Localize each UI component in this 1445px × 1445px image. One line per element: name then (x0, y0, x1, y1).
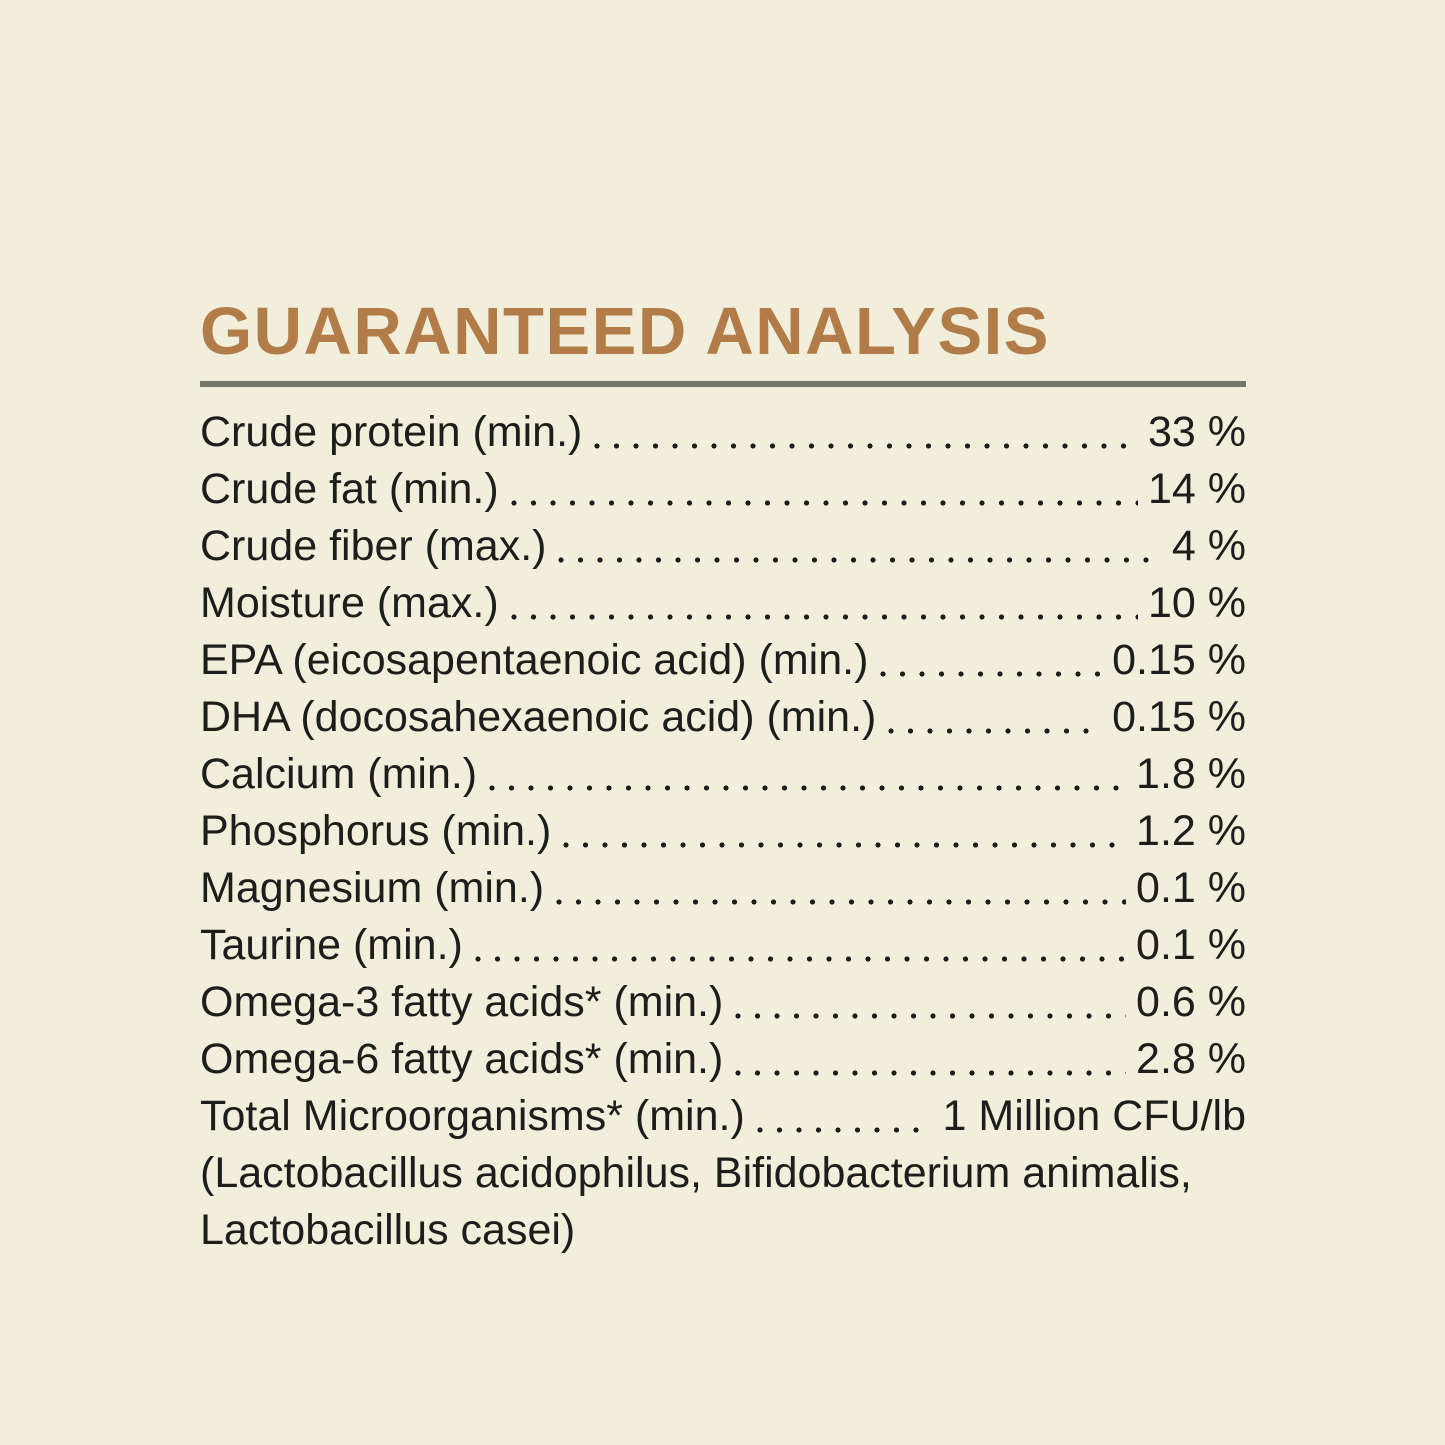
nutrient-label: Omega-3 fatty acids* (min.) (200, 978, 724, 1026)
dot-leader (489, 746, 1127, 803)
analysis-row: Taurine (min.) 0.1 % (200, 917, 1246, 974)
nutrient-label: Crude protein (min.) (200, 408, 583, 456)
guaranteed-analysis-panel: GUARANTEED ANALYSIS Crude protein (min.)… (200, 298, 1246, 1259)
analysis-row: Crude fiber (max.) 4 % (200, 518, 1246, 575)
nutrient-value: 0.1 % (1136, 921, 1246, 969)
analysis-row: Moisture (max.) 10 % (200, 575, 1246, 632)
analysis-row: Calcium (min.) 1.8 % (200, 746, 1246, 803)
analysis-row: Total Microorganisms* (min.) 1 Million C… (200, 1088, 1246, 1145)
dot-leader (756, 1088, 933, 1145)
nutrient-value: 0.1 % (1136, 864, 1246, 912)
nutrient-label: EPA (eicosapentaenoic acid) (min.) (200, 636, 869, 684)
nutrient-label: Omega-6 fatty acids* (min.) (200, 1035, 724, 1083)
dot-leader (558, 518, 1162, 575)
dot-leader (563, 803, 1127, 860)
analysis-row: EPA (eicosapentaenoic acid) (min.) 0.15 … (200, 632, 1246, 689)
dot-leader (880, 632, 1103, 689)
dot-leader (594, 404, 1138, 461)
analysis-row: Crude fat (min.) 14 % (200, 461, 1246, 518)
nutrient-value: 33 % (1147, 408, 1246, 456)
title-divider (200, 381, 1246, 387)
analysis-row: Phosphorus (min.) 1.2 % (200, 803, 1246, 860)
dot-leader (474, 917, 1127, 974)
analysis-row: Magnesium (min.) 0.1 % (200, 860, 1246, 917)
analysis-row: Omega-6 fatty acids* (min.) 2.8 % (200, 1031, 1246, 1088)
dot-leader (735, 1031, 1127, 1088)
footnote-block: (Lactobacillus acidophilus, Bifidobacter… (200, 1145, 1246, 1259)
dot-leader (556, 860, 1127, 917)
nutrient-label: Moisture (max.) (200, 579, 499, 627)
nutrient-value: 1.2 % (1136, 807, 1246, 855)
footnote-line: (Lactobacillus acidophilus, Bifidobacter… (200, 1149, 1192, 1197)
dot-leader (888, 689, 1103, 746)
dot-leader (510, 461, 1138, 518)
analysis-row: Omega-3 fatty acids* (min.) 0.6 % (200, 974, 1246, 1031)
nutrient-value: 2.8 % (1136, 1035, 1246, 1083)
nutrient-value: 1 Million CFU/lb (942, 1092, 1246, 1140)
nutrient-label: Taurine (min.) (200, 921, 463, 969)
nutrient-value: 14 % (1147, 465, 1246, 513)
nutrient-value: 1.8 % (1136, 750, 1246, 798)
dot-leader (510, 575, 1138, 632)
nutrient-value: 0.15 % (1112, 636, 1246, 684)
nutrient-label: Magnesium (min.) (200, 864, 545, 912)
nutrient-value: 0.15 % (1112, 693, 1246, 741)
nutrient-label: DHA (docosahexaenoic acid) (min.) (200, 693, 877, 741)
nutrient-label: Calcium (min.) (200, 750, 478, 798)
guaranteed-analysis-title: GUARANTEED ANALYSIS (200, 294, 1050, 369)
nutrient-label: Phosphorus (min.) (200, 807, 552, 855)
nutrient-value: 0.6 % (1136, 978, 1246, 1026)
nutrient-value: 10 % (1147, 579, 1246, 627)
nutrient-label: Total Microorganisms* (min.) (200, 1092, 745, 1140)
analysis-row: Crude protein (min.) 33 % (200, 404, 1246, 461)
nutrient-label: Crude fiber (max.) (200, 522, 547, 570)
nutrient-value: 4 % (1171, 522, 1246, 570)
dot-leader (735, 974, 1127, 1031)
analysis-row: DHA (docosahexaenoic acid) (min.) 0.15 % (200, 689, 1246, 746)
footnote-line: Lactobacillus casei) (200, 1206, 576, 1254)
analysis-list: Crude protein (min.) 33 % Crude fat (min… (200, 404, 1246, 1145)
nutrient-label: Crude fat (min.) (200, 465, 499, 513)
